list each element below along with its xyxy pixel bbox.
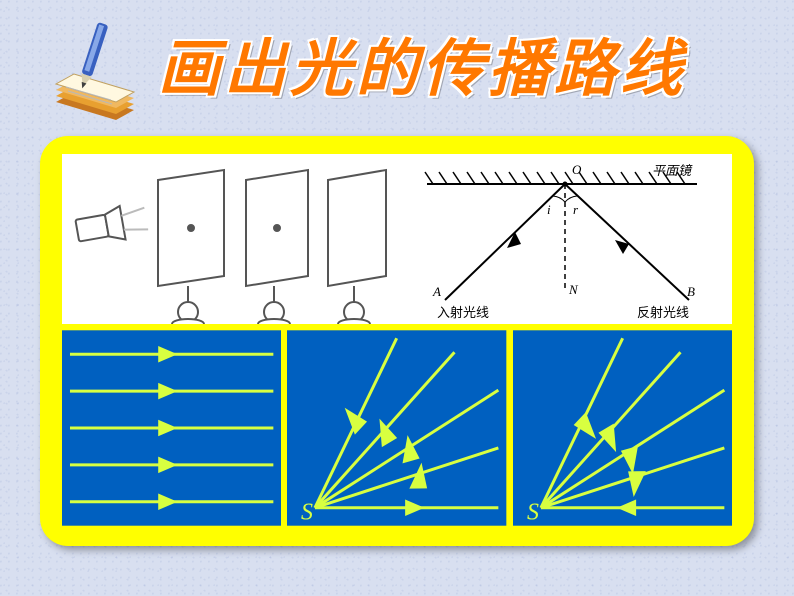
page-title: 画出光的传播路线: [158, 18, 686, 108]
diverging-rays-panel: S: [287, 330, 506, 526]
parallel-rays-panel: [62, 330, 281, 526]
mirror-label: 平面镜: [652, 160, 691, 179]
straight-line-experiment: [62, 154, 397, 324]
r-label: r: [573, 202, 578, 218]
incident-label: 入射光线: [437, 302, 489, 321]
converging-rays-panel: S: [513, 330, 732, 526]
bottom-row: S S: [62, 330, 732, 526]
S-label-left: S: [301, 500, 313, 526]
S-label-right: S: [527, 500, 539, 526]
diagram-frame: 平面镜 O i r A B N 入射光线 反射光线: [40, 136, 754, 546]
reflected-label: 反射光线: [637, 302, 689, 321]
notepad-icon: [50, 20, 145, 130]
O-label: O: [572, 162, 581, 178]
B-label: B: [687, 284, 695, 300]
A-label: A: [433, 284, 441, 300]
reflection-diagram: 平面镜 O i r A B N 入射光线 反射光线: [397, 154, 732, 324]
N-label: N: [569, 282, 578, 298]
i-label: i: [547, 202, 551, 218]
top-row: 平面镜 O i r A B N 入射光线 反射光线: [62, 154, 732, 324]
